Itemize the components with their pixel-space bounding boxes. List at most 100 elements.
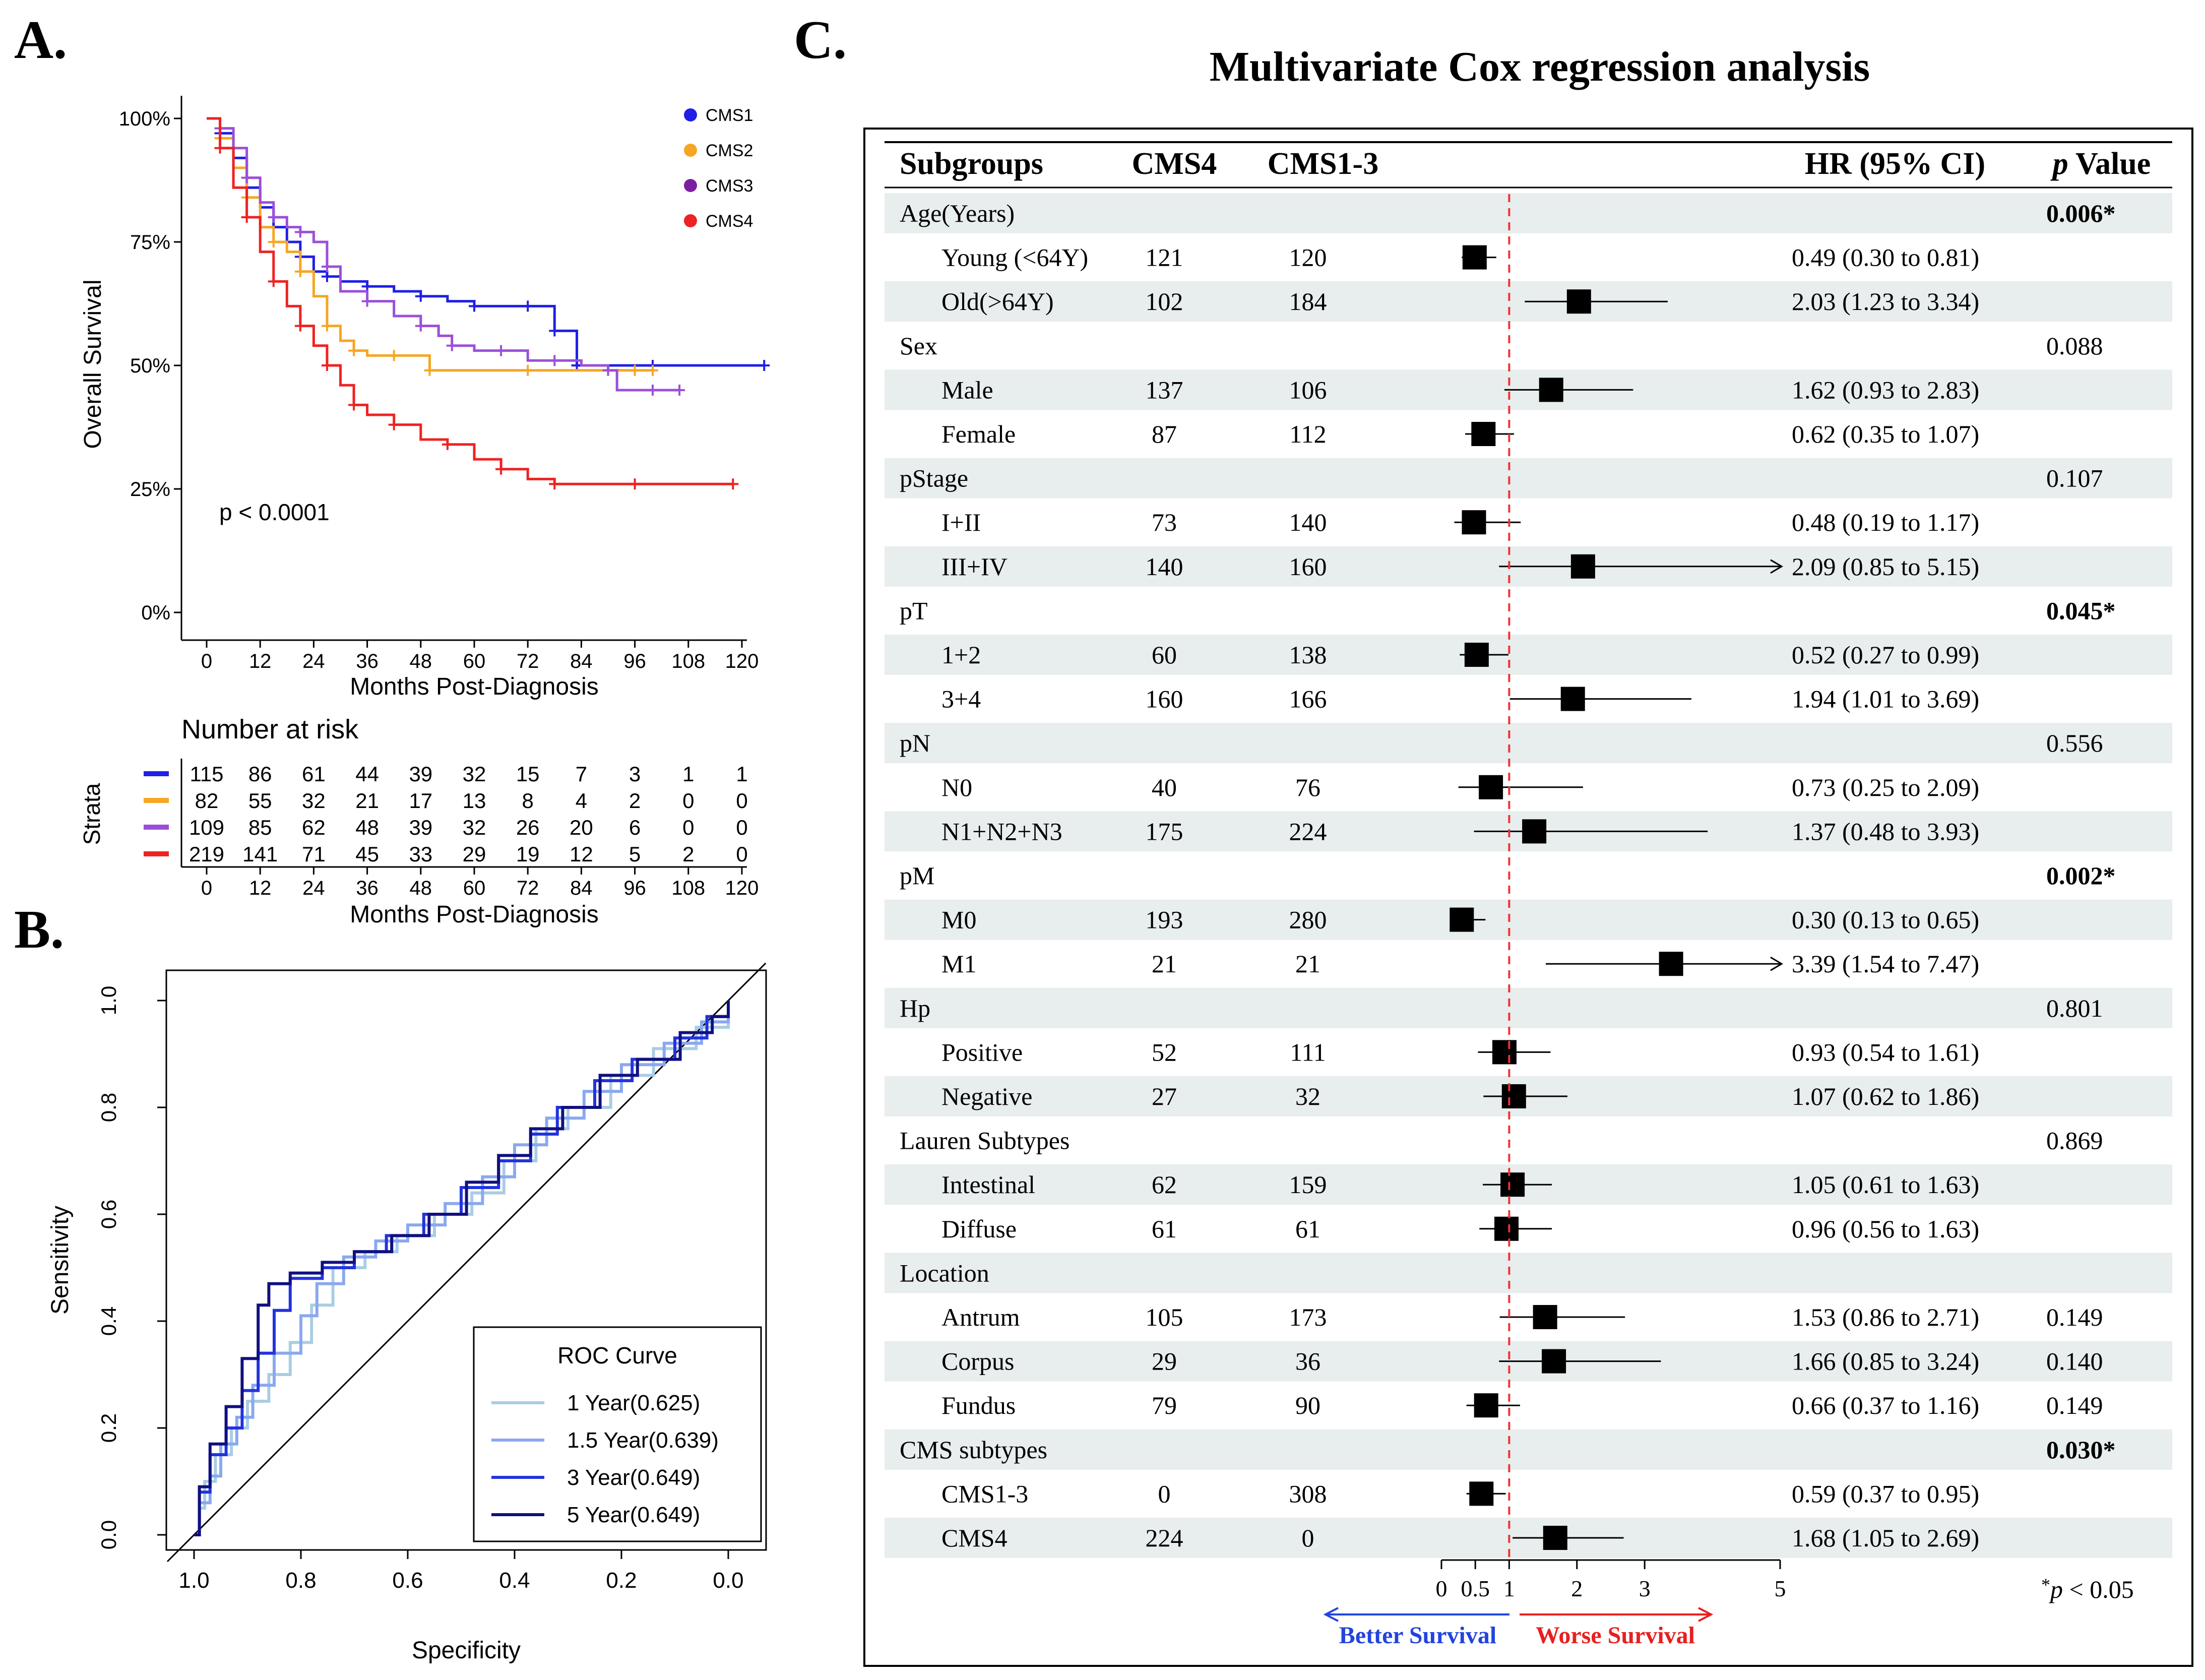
subgroup-label: N1+N2+N3 bbox=[941, 817, 1062, 845]
censor-mark bbox=[469, 300, 480, 312]
subgroup-label: I+II bbox=[941, 508, 981, 536]
better-survival-label: Better Survival bbox=[1339, 1622, 1496, 1649]
censor-mark bbox=[415, 290, 426, 302]
roc-curve-3 bbox=[194, 1001, 730, 1536]
hr-ci: 1.05 (0.61 to 1.63) bbox=[1792, 1170, 1979, 1199]
p-value: 0.869 bbox=[2046, 1127, 2103, 1155]
hr-marker bbox=[1469, 1481, 1494, 1506]
hr-marker bbox=[1500, 1172, 1525, 1197]
subgroup-label: CMS4 bbox=[941, 1524, 1007, 1552]
hr-marker bbox=[1462, 510, 1486, 535]
y-axis-title: Overall Survival bbox=[80, 279, 106, 449]
hr-marker bbox=[1659, 952, 1683, 976]
legend-label: 1.5 Year(0.639) bbox=[567, 1428, 719, 1453]
count-cms13: 160 bbox=[1289, 552, 1327, 581]
row-band bbox=[885, 1253, 2172, 1293]
x-tick-label: 0.0 bbox=[713, 1568, 743, 1593]
p-value: 0.556 bbox=[2046, 729, 2103, 757]
km-line-cms1 bbox=[207, 117, 765, 367]
km-line-cms3 bbox=[207, 117, 680, 392]
censor-mark bbox=[268, 212, 279, 223]
count-cms13: 120 bbox=[1289, 243, 1327, 272]
risk-count: 32 bbox=[463, 762, 486, 786]
legend-label: CMS2 bbox=[706, 141, 753, 160]
risk-count: 219 bbox=[189, 842, 224, 866]
hr-marker bbox=[1522, 819, 1547, 844]
censor-mark bbox=[602, 364, 614, 376]
row-band bbox=[885, 193, 2172, 233]
risk-count: 82 bbox=[195, 789, 219, 813]
subgroup-label: Negative bbox=[941, 1082, 1032, 1110]
risk-count: 17 bbox=[409, 789, 432, 813]
count-cms13: 106 bbox=[1289, 376, 1327, 404]
count-cms13: 184 bbox=[1289, 287, 1327, 316]
hr-ci: 0.59 (0.37 to 0.95) bbox=[1792, 1479, 1979, 1508]
forest-frame bbox=[863, 128, 2193, 1667]
x-tick-label: 1.0 bbox=[178, 1568, 209, 1593]
x-tick-label: 120 bbox=[725, 650, 759, 672]
censor-mark bbox=[549, 478, 560, 490]
x-tick-label: 72 bbox=[517, 650, 539, 672]
count-cms13: 61 bbox=[1295, 1215, 1320, 1243]
risk-x-tick-label: 12 bbox=[249, 877, 272, 899]
legend-label: CMS3 bbox=[706, 176, 753, 196]
risk-x-tick-label: 72 bbox=[517, 877, 539, 899]
y-tick-label: 100% bbox=[119, 108, 170, 130]
censor-mark bbox=[388, 350, 400, 361]
y-tick-label: 50% bbox=[130, 355, 170, 377]
count-cms4: 27 bbox=[1152, 1082, 1177, 1110]
censor-mark bbox=[294, 320, 306, 332]
subgroup-label: Antrum bbox=[941, 1303, 1020, 1331]
risk-count: 71 bbox=[302, 842, 326, 866]
risk-x-tick-label: 60 bbox=[463, 877, 486, 899]
risk-count: 32 bbox=[463, 816, 486, 839]
header-cms4: CMS4 bbox=[1132, 147, 1217, 181]
subgroup-label: 3+4 bbox=[941, 685, 981, 713]
forest-x-tick-label: 1 bbox=[1503, 1576, 1515, 1601]
hr-ci: 1.53 (0.86 to 2.71) bbox=[1792, 1303, 1979, 1331]
risk-x-tick-label: 96 bbox=[623, 877, 646, 899]
hr-ci: 0.93 (0.54 to 1.61) bbox=[1792, 1038, 1979, 1066]
forest-x-tick-label: 0 bbox=[1436, 1576, 1447, 1601]
risk-count: 26 bbox=[516, 816, 540, 839]
y-tick-label: 0% bbox=[141, 602, 170, 624]
diagonal-reference bbox=[166, 962, 767, 1563]
risk-count: 39 bbox=[409, 816, 432, 839]
censor-mark bbox=[495, 463, 507, 475]
count-cms13: 224 bbox=[1289, 817, 1327, 845]
forest-x-tick-label: 3 bbox=[1639, 1576, 1651, 1601]
header-p-italic: p bbox=[2050, 147, 2068, 181]
censor-mark bbox=[415, 320, 426, 332]
subgroup-label: M1 bbox=[941, 950, 976, 978]
count-cms13: 159 bbox=[1289, 1170, 1327, 1199]
strata-swatch-cms4 bbox=[144, 851, 169, 856]
p-value: 0.107 bbox=[2046, 464, 2103, 492]
hr-ci: 0.62 (0.35 to 1.07) bbox=[1792, 420, 1979, 448]
risk-count: 0 bbox=[736, 789, 747, 813]
hr-marker bbox=[1543, 1526, 1567, 1550]
risk-count: 85 bbox=[248, 816, 272, 839]
risk-count: 44 bbox=[355, 762, 379, 786]
group-label: pN bbox=[900, 729, 930, 757]
group-label: Location bbox=[900, 1259, 989, 1287]
censor-mark bbox=[727, 478, 739, 490]
subgroup-label: Intestinal bbox=[941, 1170, 1035, 1199]
count-cms4: 160 bbox=[1146, 685, 1183, 713]
y-axis-title: Sensitivity bbox=[47, 1206, 74, 1315]
hr-marker bbox=[1450, 907, 1474, 932]
censor-mark bbox=[549, 355, 560, 366]
count-cms4: 0 bbox=[1158, 1479, 1171, 1508]
p-value: 0.088 bbox=[2046, 332, 2103, 360]
y-tick-label: 0.4 bbox=[97, 1306, 120, 1336]
risk-count: 39 bbox=[409, 762, 432, 786]
count-cms13: 111 bbox=[1290, 1038, 1326, 1066]
subgroup-label: Old(>64Y) bbox=[941, 287, 1054, 316]
hr-ci: 0.49 (0.30 to 0.81) bbox=[1792, 243, 1979, 272]
strata-swatch-cms1 bbox=[144, 771, 169, 776]
row-band bbox=[885, 723, 2172, 764]
risk-x-tick-label: 108 bbox=[671, 877, 705, 899]
p-value: p < 0.0001 bbox=[219, 499, 330, 525]
censor-mark bbox=[388, 419, 400, 430]
count-cms13: 140 bbox=[1289, 508, 1327, 536]
